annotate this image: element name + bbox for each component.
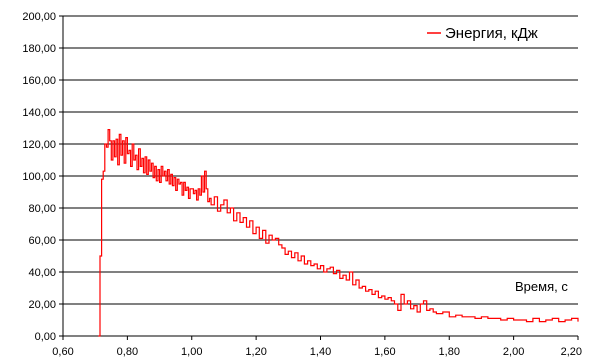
x-tick-label: 2,00	[503, 346, 524, 358]
series-group	[98, 129, 579, 337]
x-tick-label: 2,20	[561, 346, 582, 358]
x-axis-ticks: 0,60 0,80 1,00 1,20 1,40 1,60 1,80 2,00 2,20	[52, 336, 582, 358]
x-axis-title: Время, с	[515, 279, 568, 294]
x-tick-label: 0,80	[117, 346, 138, 358]
series-line-energy	[98, 129, 579, 337]
y-tick-label: 200,00	[22, 11, 56, 23]
x-tick-label: 0,60	[52, 346, 73, 358]
x-tick-label: 1,40	[310, 346, 331, 358]
y-tick-label: 80,00	[28, 203, 56, 215]
y-tick-label: 60,00	[28, 235, 56, 247]
legend-label: Энергия, кДж	[445, 25, 538, 42]
y-tick-label: 120,00	[22, 139, 56, 151]
y-tick-label: 140,00	[22, 107, 56, 119]
y-tick-label: 0,00	[35, 331, 56, 343]
gridlines	[63, 15, 578, 305]
y-tick-label: 160,00	[22, 75, 56, 87]
y-tick-label: 40,00	[28, 267, 56, 279]
y-tick-label: 100,00	[22, 171, 56, 183]
x-tick-label: 1,80	[439, 346, 460, 358]
y-tick-label: 20,00	[28, 299, 56, 311]
legend-background	[423, 22, 575, 46]
y-tick-label: 180,00	[22, 43, 56, 55]
x-tick-label: 1,20	[245, 346, 266, 358]
x-tick-label: 1,00	[181, 346, 202, 358]
x-tick-label: 1,60	[374, 346, 395, 358]
y-axis-ticks: 0,00 20,00 40,00 60,00 80,00 100,00 120,00 140,…	[22, 11, 63, 343]
legend: Энергия, кДж	[423, 22, 575, 46]
x-axis-title-background	[512, 277, 578, 295]
